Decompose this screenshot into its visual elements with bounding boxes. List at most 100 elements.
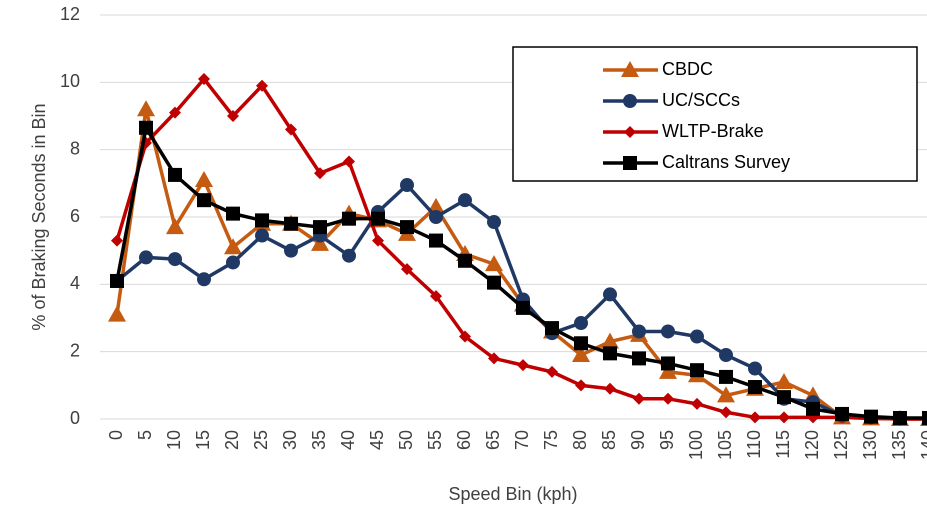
marker <box>621 61 639 77</box>
marker <box>487 215 501 230</box>
marker <box>719 348 733 363</box>
marker <box>624 126 636 138</box>
marker <box>256 79 268 92</box>
marker <box>197 193 211 208</box>
x-tick-label: 85 <box>599 430 619 450</box>
marker <box>429 233 443 248</box>
marker <box>546 365 558 378</box>
marker <box>285 123 297 136</box>
marker <box>574 336 588 351</box>
marker <box>342 211 356 226</box>
marker <box>601 332 619 349</box>
x-tick-label: 10 <box>164 430 184 450</box>
marker <box>342 248 356 263</box>
x-tick-label: 45 <box>367 430 387 450</box>
marker <box>748 380 762 395</box>
marker <box>429 210 443 224</box>
x-tick-label: 0 <box>106 430 126 440</box>
x-tick-label: 75 <box>541 430 561 450</box>
y-tick-label: 6 <box>70 206 80 226</box>
x-axis-title: Speed Bin (kph) <box>448 484 577 504</box>
marker <box>168 252 182 267</box>
marker <box>623 94 637 108</box>
marker <box>314 167 326 180</box>
marker <box>485 255 503 272</box>
marker <box>400 220 414 235</box>
marker <box>778 411 790 424</box>
y-tick-label: 8 <box>70 138 80 158</box>
marker <box>662 392 674 405</box>
marker <box>198 72 210 85</box>
x-tick-label: 65 <box>483 430 503 450</box>
marker <box>311 234 329 251</box>
marker <box>690 329 704 344</box>
marker <box>748 361 762 376</box>
x-tick-label: 60 <box>454 430 474 450</box>
marker <box>572 346 590 363</box>
marker <box>169 106 181 119</box>
x-tick-label: 55 <box>425 430 445 450</box>
marker <box>720 406 732 419</box>
marker <box>488 352 500 365</box>
marker <box>775 372 793 389</box>
x-tick-label: 100 <box>686 430 706 460</box>
marker <box>111 234 123 247</box>
marker <box>459 330 471 343</box>
legend-box <box>512 46 918 182</box>
marker <box>108 305 126 322</box>
x-tick-label: 115 <box>773 430 793 459</box>
marker <box>224 238 242 255</box>
marker <box>691 397 703 410</box>
x-tick-label: 125 <box>831 430 851 460</box>
marker <box>545 321 559 336</box>
y-tick-label: 10 <box>60 71 80 91</box>
marker <box>110 273 124 288</box>
x-tick-label: 50 <box>396 430 416 450</box>
x-tick-label: 15 <box>193 430 213 450</box>
marker <box>777 390 791 405</box>
marker <box>197 272 211 287</box>
legend-label: CBDC <box>662 59 713 79</box>
marker <box>195 170 213 187</box>
marker <box>517 359 529 372</box>
marker <box>313 220 327 235</box>
marker <box>661 356 675 371</box>
marker <box>623 156 637 170</box>
marker <box>574 316 588 331</box>
x-tick-label: 30 <box>280 430 300 450</box>
legend: CBDC UC/SCCs WLTP-Brake Caltrans Survey <box>512 46 918 182</box>
marker <box>137 100 155 117</box>
x-tick-label: 105 <box>715 430 735 460</box>
legend-label: Caltrans Survey <box>662 152 790 172</box>
x-tick-label: 140 <box>918 430 927 460</box>
marker <box>166 218 184 235</box>
x-tick-label: 5 <box>135 430 155 440</box>
marker <box>284 216 298 231</box>
marker <box>227 110 239 122</box>
marker <box>516 300 530 315</box>
x-tick-label: 35 <box>309 430 329 450</box>
marker <box>604 382 616 395</box>
marker <box>835 406 849 421</box>
marker <box>458 193 472 208</box>
marker <box>690 363 704 378</box>
marker <box>719 369 733 384</box>
x-tick-label: 40 <box>338 430 358 450</box>
y-tick-label: 12 <box>60 4 80 24</box>
x-tick-label: 110 <box>744 430 764 459</box>
marker <box>400 178 414 193</box>
marker <box>864 409 878 424</box>
marker <box>749 411 761 424</box>
marker <box>168 167 182 182</box>
marker <box>401 263 413 276</box>
legend-label: WLTP-Brake <box>662 121 764 141</box>
series <box>110 120 927 425</box>
marker <box>922 410 927 425</box>
x-tick-label: 70 <box>512 430 532 450</box>
marker <box>226 206 240 221</box>
marker <box>603 287 617 302</box>
marker <box>255 228 269 243</box>
marker <box>659 362 677 379</box>
marker <box>226 255 240 270</box>
